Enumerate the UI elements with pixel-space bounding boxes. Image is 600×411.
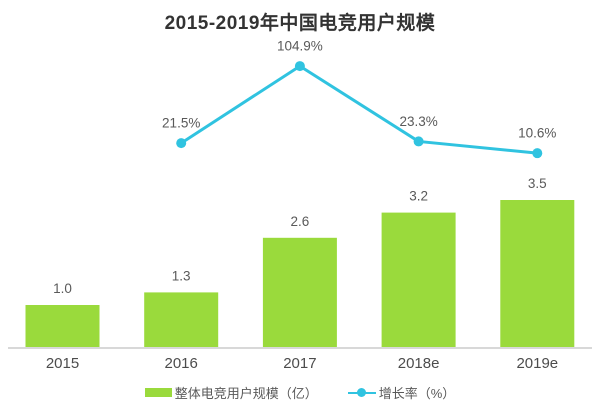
legend-item-line-series: 增长率（%） (347, 383, 456, 402)
line-point (532, 148, 543, 159)
bar (262, 237, 337, 347)
chart-title: 2015-2019年中国电竞用户规模 (164, 13, 436, 34)
bar-series-legend-label: 整体电竞用户规模（亿） (174, 386, 318, 401)
legend: 整体电竞用户规模（亿） 增长率（%） (0, 383, 600, 402)
line-value-label: 23.3% (399, 114, 437, 129)
line-point (176, 138, 187, 149)
line-series-legend-label: 增长率（%） (378, 386, 456, 401)
growth-rate-line (179, 64, 539, 155)
bar-series-swatch-icon (144, 388, 172, 397)
x-axis-label: 2019e (516, 355, 558, 372)
bar-value-label: 3.5 (528, 176, 547, 191)
legend-item-bar-series: 整体电竞用户规模（亿） (144, 383, 318, 402)
line-point (413, 136, 424, 147)
x-axis-label: 2017 (283, 355, 316, 372)
bar-value-label: 1.0 (53, 281, 72, 296)
x-axis-label: 2015 (46, 355, 79, 372)
bar (500, 200, 575, 347)
line-value-label: 10.6% (518, 126, 556, 141)
x-axis-label: 2016 (165, 355, 198, 372)
bar (381, 212, 456, 347)
bar (25, 305, 100, 347)
bar (144, 292, 219, 347)
bar-value-label: 1.3 (172, 268, 191, 283)
line-point (294, 61, 305, 72)
line-series-marker-icon (347, 388, 376, 398)
bar-value-label: 3.2 (409, 189, 428, 204)
bar-value-label: 2.6 (291, 214, 310, 229)
x-axis-label: 2018e (398, 355, 440, 372)
line-value-label: 21.5% (162, 116, 200, 131)
line-value-label: 104.9% (277, 39, 323, 54)
